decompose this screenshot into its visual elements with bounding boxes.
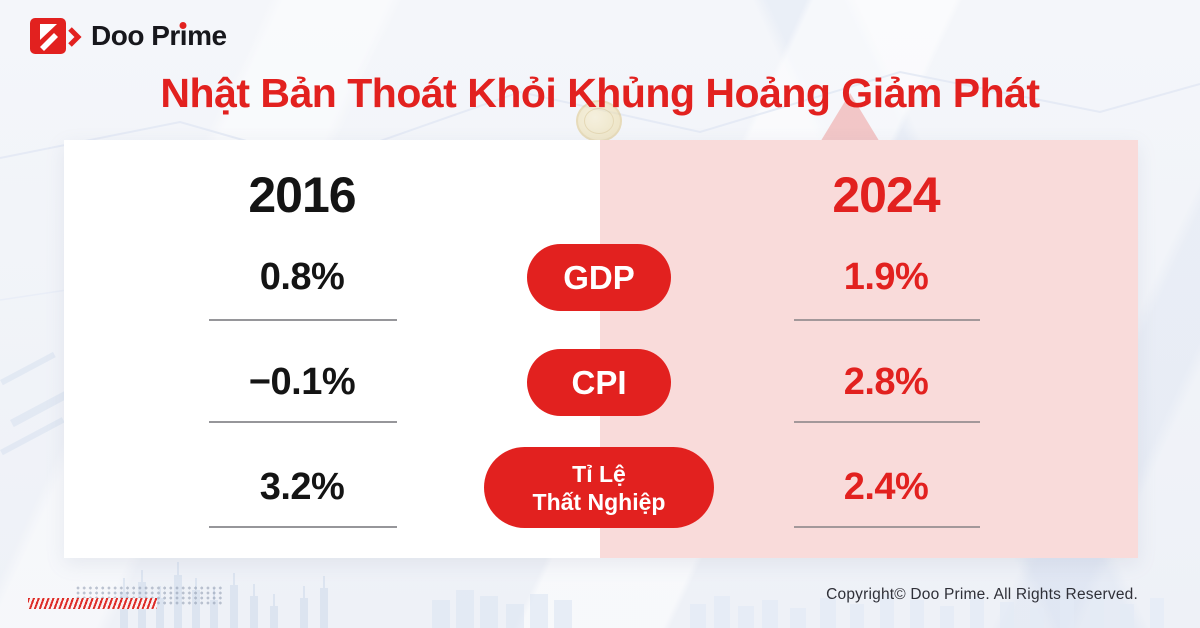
year-2024-heading: 2024 <box>832 167 940 223</box>
cpi-2024-value: 2.8% <box>843 361 929 403</box>
divider <box>209 526 397 528</box>
wordmark-pre: Doo Pr <box>91 20 180 51</box>
copyright-text: Copyright© Doo Prime. All Rights Reserve… <box>826 586 1138 603</box>
doo-prime-logo-icon <box>30 18 82 54</box>
comparison-card: 2016 2024 0.8% GDP 1.9% −0.1% CPI 2.8% 3… <box>64 140 1138 558</box>
divider <box>794 319 980 321</box>
page-title: Nhật Bản Thoát Khỏi Khủng Hoảng Giảm Phá… <box>160 70 1040 116</box>
unemployment-2024-value: 2.4% <box>843 466 929 508</box>
brand-logo: Doo Prime <box>30 16 227 56</box>
gdp-2016-value: 0.8% <box>259 256 345 298</box>
unemployment-2016-value: 3.2% <box>259 466 345 508</box>
divider <box>794 421 980 423</box>
divider <box>209 319 397 321</box>
divider <box>209 421 397 423</box>
brand-wordmark: Doo Prime <box>91 21 227 51</box>
unemployment-label-line2: Thất Nghiệp <box>532 488 666 515</box>
unemployment-label-pill: Tỉ Lệ Thất Nghiệp <box>484 447 714 528</box>
cpi-label: CPI <box>571 363 627 401</box>
gdp-2024-value: 1.9% <box>843 256 929 298</box>
wordmark-post: me <box>187 20 227 51</box>
gdp-label: GDP <box>563 258 635 296</box>
year-2016-heading: 2016 <box>248 167 356 223</box>
cpi-2016-value: −0.1% <box>248 361 356 403</box>
cpi-label-pill: CPI <box>527 349 671 416</box>
wordmark-i-red-dot: i <box>179 20 188 51</box>
gdp-label-pill: GDP <box>527 244 671 311</box>
red-hatch-decoration <box>28 598 157 609</box>
unemployment-label-line1: Tỉ Lệ <box>572 460 626 487</box>
divider <box>794 526 980 528</box>
